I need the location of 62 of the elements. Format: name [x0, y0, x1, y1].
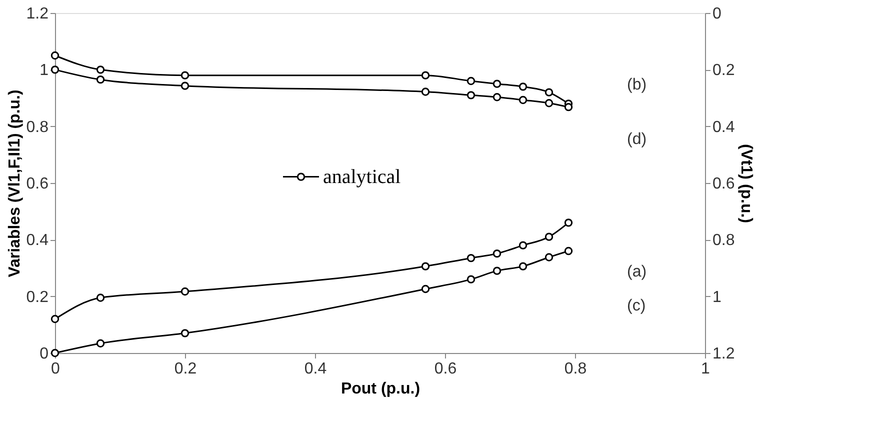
point: [518, 241, 528, 250]
annotation: (a): [627, 263, 647, 280]
x-tick-label: 0.8: [564, 360, 587, 378]
y2-tick-label: 1.2: [712, 346, 735, 362]
point: [50, 66, 60, 74]
point: [466, 254, 476, 262]
point: [180, 329, 190, 338]
y2-tick-label: 0.8: [712, 232, 735, 250]
point: [544, 99, 554, 108]
point: [492, 266, 502, 275]
point: [180, 287, 190, 296]
y2-tick-label: 1: [712, 288, 722, 306]
x-tick-label: 0.6: [434, 360, 457, 378]
point: [492, 93, 502, 102]
point: [180, 82, 190, 90]
legend-label: analytical: [323, 166, 402, 188]
point: [466, 76, 476, 86]
point: [50, 51, 60, 60]
y-tick-label: 1: [40, 62, 49, 80]
point: [544, 253, 554, 262]
point: [180, 71, 190, 80]
y2-tick-label: 0: [712, 6, 722, 22]
point: [518, 262, 528, 270]
y-tick-label: 0.8: [26, 118, 49, 136]
point: [421, 284, 430, 294]
annotation: (d): [627, 130, 647, 148]
y2-tick-label: 0.2: [712, 62, 735, 80]
point: [96, 75, 105, 84]
point: [518, 82, 528, 91]
point: [564, 246, 573, 256]
point: [466, 275, 476, 284]
point: [518, 96, 528, 104]
x-tick-label: 0.2: [174, 360, 197, 378]
point: [421, 88, 430, 96]
point: [96, 294, 105, 302]
y-tick-label: 0.6: [26, 176, 49, 192]
point: [421, 262, 430, 270]
x-tick-label: 0.4: [304, 360, 327, 378]
point: [492, 80, 502, 88]
y-tick-label: 0: [40, 346, 49, 362]
point: [96, 66, 105, 74]
point: [564, 102, 573, 112]
point: [544, 232, 554, 241]
point: [421, 71, 430, 80]
point: [50, 314, 60, 324]
y-tick-label: 0.2: [26, 288, 49, 306]
y-axis-title: Variables (Vl1,F,Il1) (p.u.): [6, 90, 24, 278]
point: [544, 88, 554, 96]
y2-tick-label: 0.6: [712, 176, 735, 192]
point: [564, 218, 573, 227]
point: [492, 249, 502, 258]
y2-axis-title: (Vt1) (p.u.): [738, 144, 755, 224]
y2-tick-label: 0.4: [712, 118, 735, 136]
x-tick-label: 0: [51, 360, 60, 378]
point: [466, 91, 476, 100]
x-axis-title: Pout (p.u.): [340, 380, 420, 398]
y-tick-label: 0.4: [26, 232, 49, 250]
x-tick-label: 1: [701, 360, 710, 378]
annotation: (c): [627, 297, 646, 314]
point: [96, 339, 105, 348]
annotation: (b): [627, 76, 647, 94]
y-tick-label: 1.2: [26, 6, 49, 22]
